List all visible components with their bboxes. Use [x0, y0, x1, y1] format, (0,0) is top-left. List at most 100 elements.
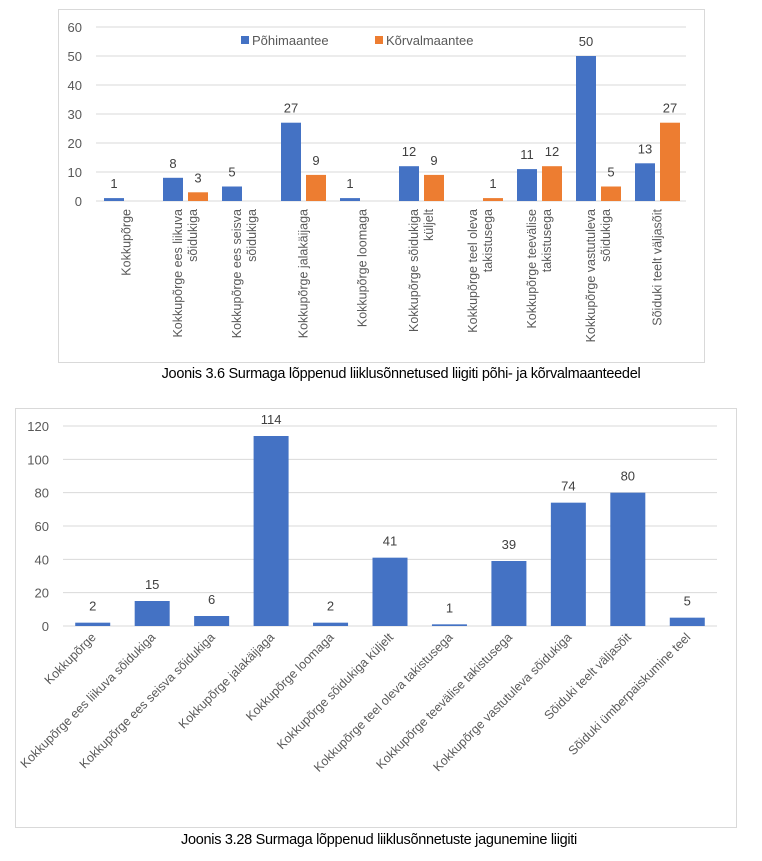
- x-category-label: Kokkupõrge teel oleva takistusega: [466, 209, 495, 333]
- x-category-label: Kokkupõrge jalakäijaga: [297, 209, 311, 338]
- bar-pohimaantee: [635, 163, 655, 201]
- bar: [75, 622, 111, 626]
- data-label: 5: [228, 165, 235, 180]
- y-tick-label: 50: [68, 49, 82, 64]
- chart-2-bars: [75, 436, 705, 626]
- data-label: 1: [446, 600, 453, 615]
- legend-swatch-pohimaantee: [241, 36, 249, 44]
- legend-swatch-korvalmaantee: [375, 36, 383, 44]
- bar-korvalmaantee: [424, 174, 444, 201]
- data-label: 39: [502, 537, 516, 552]
- data-label: 13: [638, 141, 652, 156]
- data-label: 50: [579, 34, 593, 49]
- data-label: 8: [169, 156, 176, 171]
- bar: [372, 557, 408, 626]
- y-tick-label: 30: [68, 107, 82, 122]
- x-tick-label: küljelt: [422, 208, 436, 240]
- data-label: 2: [89, 599, 96, 614]
- chart-1-bars: [104, 56, 680, 201]
- bar-pohimaantee: [399, 166, 419, 201]
- data-label: 3: [194, 170, 201, 185]
- y-tick-label: 0: [75, 194, 82, 209]
- x-category-label: Sõiduki teelt väljasõit: [651, 208, 665, 325]
- data-label: 9: [312, 153, 319, 168]
- y-tick-label: 60: [68, 20, 82, 35]
- data-label: 27: [284, 101, 298, 116]
- x-tick-label: takistusega: [481, 209, 495, 272]
- bar: [253, 436, 289, 626]
- data-label: 27: [663, 101, 677, 116]
- chart-1-x-axis: Kokkupõrge Kokkupõrge ees liikuva sõidukig…: [120, 208, 665, 342]
- bar-korvalmaantee: [306, 174, 326, 201]
- y-tick-label: 100: [27, 452, 49, 467]
- x-category-label: Kokkupõrge loomaga: [356, 209, 370, 327]
- x-tick-label: Sõiduki ümberpaiskumine teel: [566, 630, 694, 758]
- data-label: 6: [208, 592, 215, 607]
- bar: [431, 624, 467, 626]
- x-category-label: Kokkupõrge teevälise takistusega: [525, 209, 554, 329]
- data-label: 1: [110, 176, 117, 191]
- x-tick-label: Kokkupõrge ees liikuva: [171, 209, 185, 338]
- y-tick-label: 20: [35, 586, 49, 601]
- x-tick-label: Kokkupõrge teevälise: [525, 209, 539, 329]
- bar-pohimaantee: [281, 122, 301, 201]
- bar-pohimaantee: [104, 198, 124, 201]
- data-label: 1: [346, 176, 353, 191]
- y-tick-label: 40: [68, 78, 82, 93]
- data-label: 12: [402, 144, 416, 159]
- chart-2-caption: Joonis 3.28 Surmaga lõppenud liiklusõnne…: [181, 832, 577, 848]
- data-label: 80: [621, 469, 635, 484]
- x-tick-label: sõidukiga: [186, 209, 200, 262]
- x-tick-label: Sõiduki teelt väljasõit: [651, 208, 665, 325]
- chart-1-caption: Joonis 3.6 Surmaga lõppenud liiklusõnnet…: [161, 366, 641, 382]
- y-tick-label: 120: [27, 419, 49, 434]
- bar: [550, 502, 586, 626]
- bar-pohimaantee: [576, 56, 596, 201]
- y-tick-label: 0: [42, 619, 49, 634]
- x-tick-label: Kokkupõrge: [120, 209, 134, 276]
- x-category-label: Kokkupõrge: [120, 209, 134, 276]
- bar-korvalmaantee: [188, 192, 208, 201]
- chart-2-data-labels: 2 15 6 114 2 41 1 39 74 80 5: [89, 412, 691, 615]
- y-tick-label: 40: [35, 552, 49, 567]
- chart-1-legend: Põhimaantee Kõrvalmaantee: [241, 33, 473, 48]
- bar: [610, 492, 646, 626]
- x-tick-label: Kokkupõrge sõidukiga küljelt: [274, 630, 396, 752]
- x-tick-label: Kokkupõrge jalakäijaga: [297, 209, 311, 338]
- bar-pohimaantee: [517, 169, 537, 201]
- bar: [491, 561, 527, 626]
- y-tick-label: 60: [35, 519, 49, 534]
- bar-korvalmaantee: [601, 186, 621, 201]
- bar-pohimaantee: [163, 177, 183, 201]
- y-tick-label: 10: [68, 165, 82, 180]
- data-label: 9: [430, 153, 437, 168]
- bar: [194, 616, 230, 626]
- x-tick-label: Kokkupõrge sõidukiga: [407, 209, 421, 332]
- legend-label: Põhimaantee: [252, 33, 329, 48]
- x-tick-label: Kokkupõrge: [42, 630, 99, 687]
- bar: [134, 601, 170, 626]
- bar-pohimaantee: [340, 198, 360, 201]
- bar: [313, 622, 349, 626]
- data-label: 2: [327, 599, 334, 614]
- x-category-label: Kokkupõrge sõidukiga küljelt: [407, 208, 436, 332]
- x-tick-label: sõidukiga: [599, 209, 613, 262]
- bar-korvalmaantee: [660, 122, 680, 201]
- legend-label: Kõrvalmaantee: [386, 33, 473, 48]
- x-tick-label: takistusega: [540, 209, 554, 272]
- data-label: 114: [261, 412, 282, 427]
- chart-2-gridlines: [63, 425, 717, 627]
- chart-2-y-axis: 0 20 40 60 80 100 120: [27, 419, 49, 634]
- bar: [669, 617, 705, 626]
- data-label: 15: [145, 577, 159, 592]
- data-label: 12: [545, 144, 559, 159]
- chart-1-y-axis: 0 10 20 30 40 50 60: [68, 20, 82, 209]
- data-label: 1: [489, 176, 496, 191]
- data-label: 11: [520, 147, 534, 162]
- data-label: 5: [684, 594, 691, 609]
- data-label: 74: [561, 479, 575, 494]
